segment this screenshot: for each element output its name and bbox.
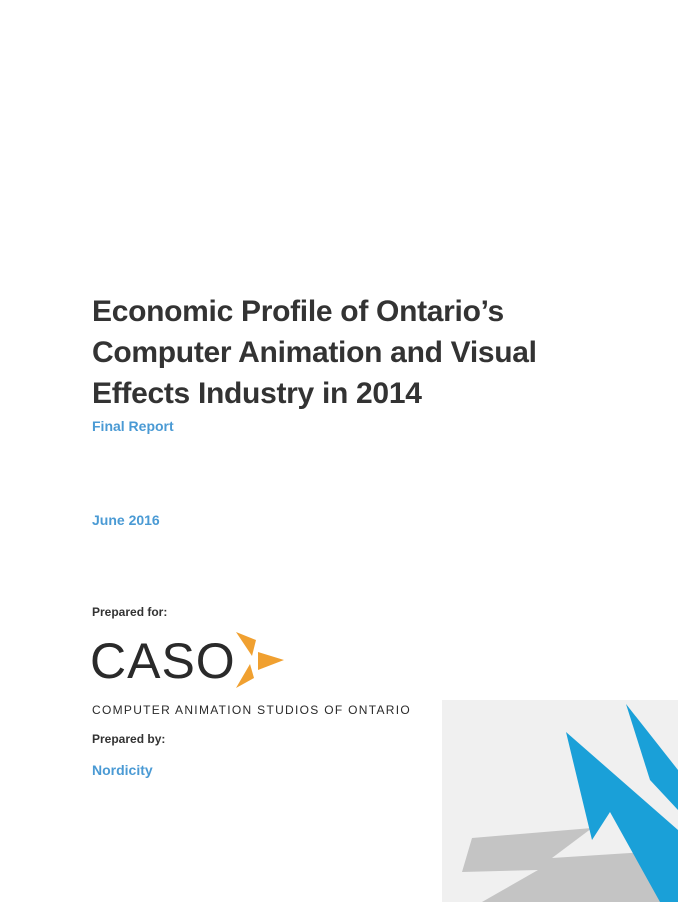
prepared-for-label: Prepared for: [92,605,168,619]
caso-emblem-icon [236,632,284,688]
report-title-line-3: Effects Industry in 2014 [92,377,422,410]
prepared-by-label: Prepared by: [92,732,166,746]
report-subtitle: Final Report [92,418,174,434]
preparer-name: Nordicity [92,762,153,778]
report-title: Economic Profile of Ontario’s Computer A… [92,291,612,414]
caso-logo: CASO COMPUTER ANIMATION STUDIOS OF ONTAR… [90,630,410,720]
caso-wordmark: CASO [90,633,236,689]
nordicity-corner-graphic [442,700,678,902]
caso-tagline: COMPUTER ANIMATION STUDIOS OF ONTARIO [92,703,411,717]
report-title-line-1: Economic Profile of Ontario’s [92,295,504,328]
report-title-line-2: Computer Animation and Visual [92,336,537,369]
report-date: June 2016 [92,512,160,528]
